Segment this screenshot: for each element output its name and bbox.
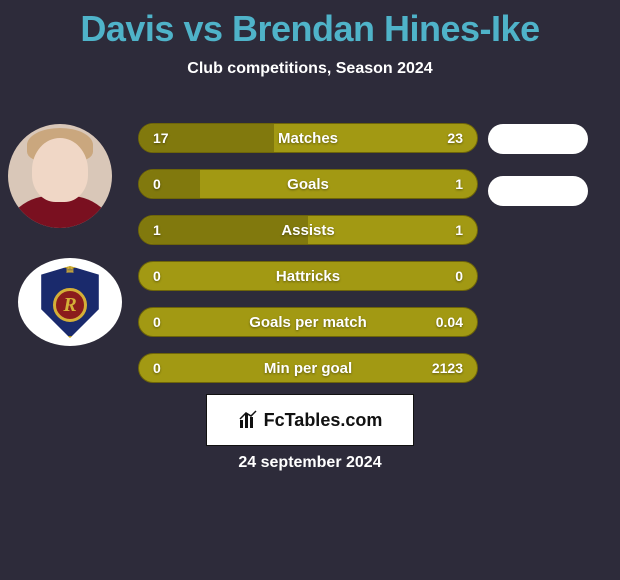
avatar-face bbox=[32, 138, 88, 202]
logo-text: FcTables.com bbox=[264, 410, 383, 431]
stat-value-right: 1 bbox=[455, 170, 463, 198]
stat-value-right: 0.04 bbox=[436, 308, 463, 336]
stats-bars: 17Matches230Goals11Assists10Hattricks00G… bbox=[138, 123, 478, 399]
stat-bar: 0Goals1 bbox=[138, 169, 478, 199]
stat-value-right: 1 bbox=[455, 216, 463, 244]
snapshot-date: 24 september 2024 bbox=[0, 454, 620, 472]
crest-shield: ♛ R bbox=[38, 266, 102, 338]
stat-bar: 17Matches23 bbox=[138, 123, 478, 153]
page-subtitle: Club competitions, Season 2024 bbox=[0, 60, 620, 78]
team-crest: ♛ R bbox=[18, 258, 122, 346]
stat-bar: 0Min per goal2123 bbox=[138, 353, 478, 383]
stat-value-right: 0 bbox=[455, 262, 463, 290]
player-avatar bbox=[8, 124, 112, 228]
stat-label: Assists bbox=[139, 216, 477, 244]
stat-label: Matches bbox=[139, 124, 477, 152]
right-pill-1 bbox=[488, 124, 588, 154]
crest-letter: R bbox=[63, 294, 76, 317]
right-pill-2 bbox=[488, 176, 588, 206]
bar-chart-icon bbox=[238, 410, 258, 430]
stat-label: Min per goal bbox=[139, 354, 477, 382]
stat-value-right: 23 bbox=[447, 124, 463, 152]
fctables-logo[interactable]: FcTables.com bbox=[206, 394, 414, 446]
stat-bar: 1Assists1 bbox=[138, 215, 478, 245]
stat-label: Goals bbox=[139, 170, 477, 198]
crown-icon: ♛ bbox=[63, 258, 77, 278]
stat-label: Goals per match bbox=[139, 308, 477, 336]
stat-label: Hattricks bbox=[139, 262, 477, 290]
page-title: Davis vs Brendan Hines-Ike bbox=[0, 0, 620, 50]
stat-bar: 0Goals per match0.04 bbox=[138, 307, 478, 337]
stat-value-right: 2123 bbox=[432, 354, 463, 382]
stat-bar: 0Hattricks0 bbox=[138, 261, 478, 291]
